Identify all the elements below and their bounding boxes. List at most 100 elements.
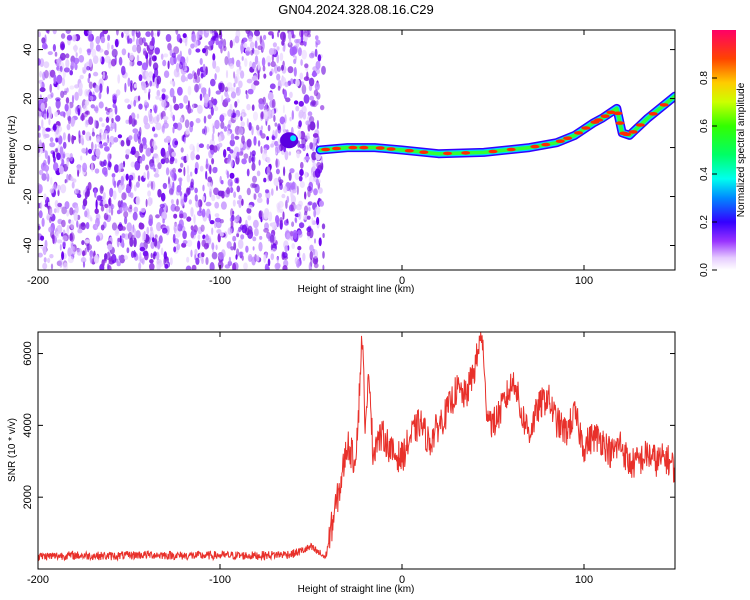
noise-speck bbox=[153, 173, 160, 178]
noise-speck bbox=[82, 162, 88, 173]
noise-speck bbox=[251, 150, 256, 157]
noise-speck bbox=[232, 235, 237, 242]
noise-speck bbox=[116, 30, 119, 36]
noise-speck bbox=[196, 68, 201, 77]
noise-speck bbox=[158, 262, 164, 268]
noise-speck bbox=[107, 265, 112, 270]
noise-speck bbox=[246, 103, 251, 111]
noise-speck bbox=[318, 187, 323, 194]
noise-speck bbox=[234, 135, 240, 140]
noise-speck bbox=[309, 121, 316, 131]
noise-speck bbox=[232, 199, 236, 207]
noise-speck bbox=[168, 144, 172, 154]
noise-speck bbox=[273, 177, 280, 187]
noise-speck bbox=[241, 224, 248, 234]
noise-speck bbox=[152, 126, 156, 132]
noise-speck bbox=[198, 143, 204, 148]
noise-speck bbox=[178, 177, 183, 182]
noise-speck bbox=[233, 218, 238, 223]
noise-speck bbox=[116, 209, 121, 215]
noise-speck bbox=[152, 140, 157, 148]
noise-speck bbox=[229, 39, 233, 49]
noise-speck bbox=[275, 129, 278, 139]
noise-speck bbox=[170, 111, 174, 119]
noise-speck bbox=[214, 119, 220, 130]
noise-speck bbox=[295, 204, 302, 211]
noise-speck bbox=[268, 211, 273, 222]
noise-speck bbox=[158, 235, 163, 244]
noise-speck bbox=[66, 87, 69, 93]
noise-speck bbox=[53, 208, 57, 214]
noise-speck bbox=[202, 48, 207, 54]
ridge-peak bbox=[615, 121, 625, 125]
noise-speck bbox=[202, 195, 205, 202]
noise-speck bbox=[271, 109, 275, 117]
noise-speck bbox=[66, 158, 69, 167]
noise-speck bbox=[153, 133, 158, 138]
noise-speck bbox=[111, 44, 114, 50]
colorbar-scale bbox=[712, 30, 736, 270]
noise-speck bbox=[56, 239, 63, 244]
noise-speck bbox=[266, 136, 269, 141]
noise-speck bbox=[187, 100, 190, 109]
noise-speck bbox=[139, 157, 143, 164]
noise-speck bbox=[312, 162, 317, 167]
noise-speck bbox=[48, 110, 53, 120]
noise-speck bbox=[263, 177, 267, 183]
noise-speck bbox=[247, 254, 253, 262]
noise-speck bbox=[200, 224, 205, 232]
noise-speck bbox=[193, 214, 196, 224]
noise-speck bbox=[246, 118, 249, 128]
noise-speck bbox=[247, 88, 254, 95]
noise-speck bbox=[81, 240, 85, 246]
noise-speck bbox=[129, 204, 133, 210]
noise-speck bbox=[271, 188, 274, 196]
noise-speck bbox=[185, 265, 192, 270]
noise-speck bbox=[49, 188, 54, 194]
noise-speck bbox=[178, 219, 184, 229]
noise-speck bbox=[313, 262, 319, 269]
noise-speck bbox=[148, 218, 153, 227]
noise-speck bbox=[294, 257, 299, 265]
noise-speck bbox=[211, 227, 214, 235]
noise-speck bbox=[252, 74, 258, 83]
ridge-peak bbox=[461, 151, 471, 155]
noise-speck bbox=[194, 194, 198, 202]
noise-speck bbox=[80, 155, 83, 161]
noise-speck bbox=[169, 104, 173, 113]
noise-speck bbox=[281, 64, 284, 71]
noise-speck bbox=[271, 135, 276, 141]
noise-speck bbox=[241, 255, 244, 261]
noise-speck bbox=[187, 73, 193, 80]
noise-speck bbox=[186, 256, 190, 263]
noise-speck bbox=[207, 114, 212, 120]
noise-speck bbox=[41, 119, 44, 129]
noise-speck bbox=[302, 252, 306, 262]
noise-speck bbox=[164, 157, 170, 164]
noise-speck bbox=[66, 123, 71, 131]
noise-speck bbox=[295, 78, 300, 87]
noise-speck bbox=[247, 204, 253, 209]
noise-speck bbox=[168, 184, 172, 190]
noise-speck bbox=[53, 74, 57, 85]
noise-speck bbox=[117, 74, 121, 84]
noise-speck bbox=[59, 111, 66, 117]
noise-speck bbox=[248, 122, 252, 131]
noise-speck bbox=[69, 235, 74, 241]
noise-speck bbox=[169, 87, 175, 98]
noise-speck bbox=[165, 135, 172, 143]
noise-speck bbox=[230, 246, 235, 251]
noise-speck bbox=[79, 223, 82, 231]
noise-speck bbox=[118, 56, 123, 66]
noise-speck bbox=[111, 173, 116, 178]
noise-speck bbox=[173, 223, 179, 232]
noise-speck bbox=[266, 166, 271, 176]
noise-speck bbox=[108, 257, 113, 262]
spectrogram-marks bbox=[38, 30, 675, 270]
noise-speck bbox=[250, 182, 256, 189]
noise-speck bbox=[130, 181, 133, 190]
noise-speck bbox=[42, 71, 46, 81]
noise-speck bbox=[72, 34, 77, 42]
noise-speck bbox=[133, 206, 139, 213]
noise-speck bbox=[145, 147, 152, 157]
